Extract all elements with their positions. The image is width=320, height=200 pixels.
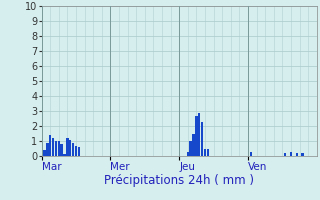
Bar	[78, 147, 80, 156]
Bar	[52, 138, 54, 156]
Bar	[198, 112, 201, 156]
Bar	[49, 135, 52, 156]
Bar	[66, 138, 68, 156]
Bar	[204, 149, 206, 156]
Bar	[295, 153, 298, 156]
Bar	[60, 144, 63, 156]
Bar	[46, 142, 49, 156]
X-axis label: Précipitations 24h ( mm ): Précipitations 24h ( mm )	[104, 174, 254, 187]
Bar	[195, 116, 198, 156]
Bar	[201, 121, 203, 156]
Bar	[290, 152, 292, 156]
Bar	[43, 150, 46, 156]
Bar	[187, 152, 189, 156]
Bar	[192, 134, 195, 156]
Bar	[63, 154, 66, 156]
Bar	[58, 141, 60, 156]
Bar	[69, 140, 71, 156]
Bar	[55, 141, 57, 156]
Bar	[72, 142, 74, 156]
Bar	[189, 141, 192, 156]
Bar	[207, 149, 209, 156]
Bar	[75, 146, 77, 156]
Bar	[284, 153, 286, 156]
Bar	[250, 152, 252, 156]
Bar	[301, 153, 304, 156]
